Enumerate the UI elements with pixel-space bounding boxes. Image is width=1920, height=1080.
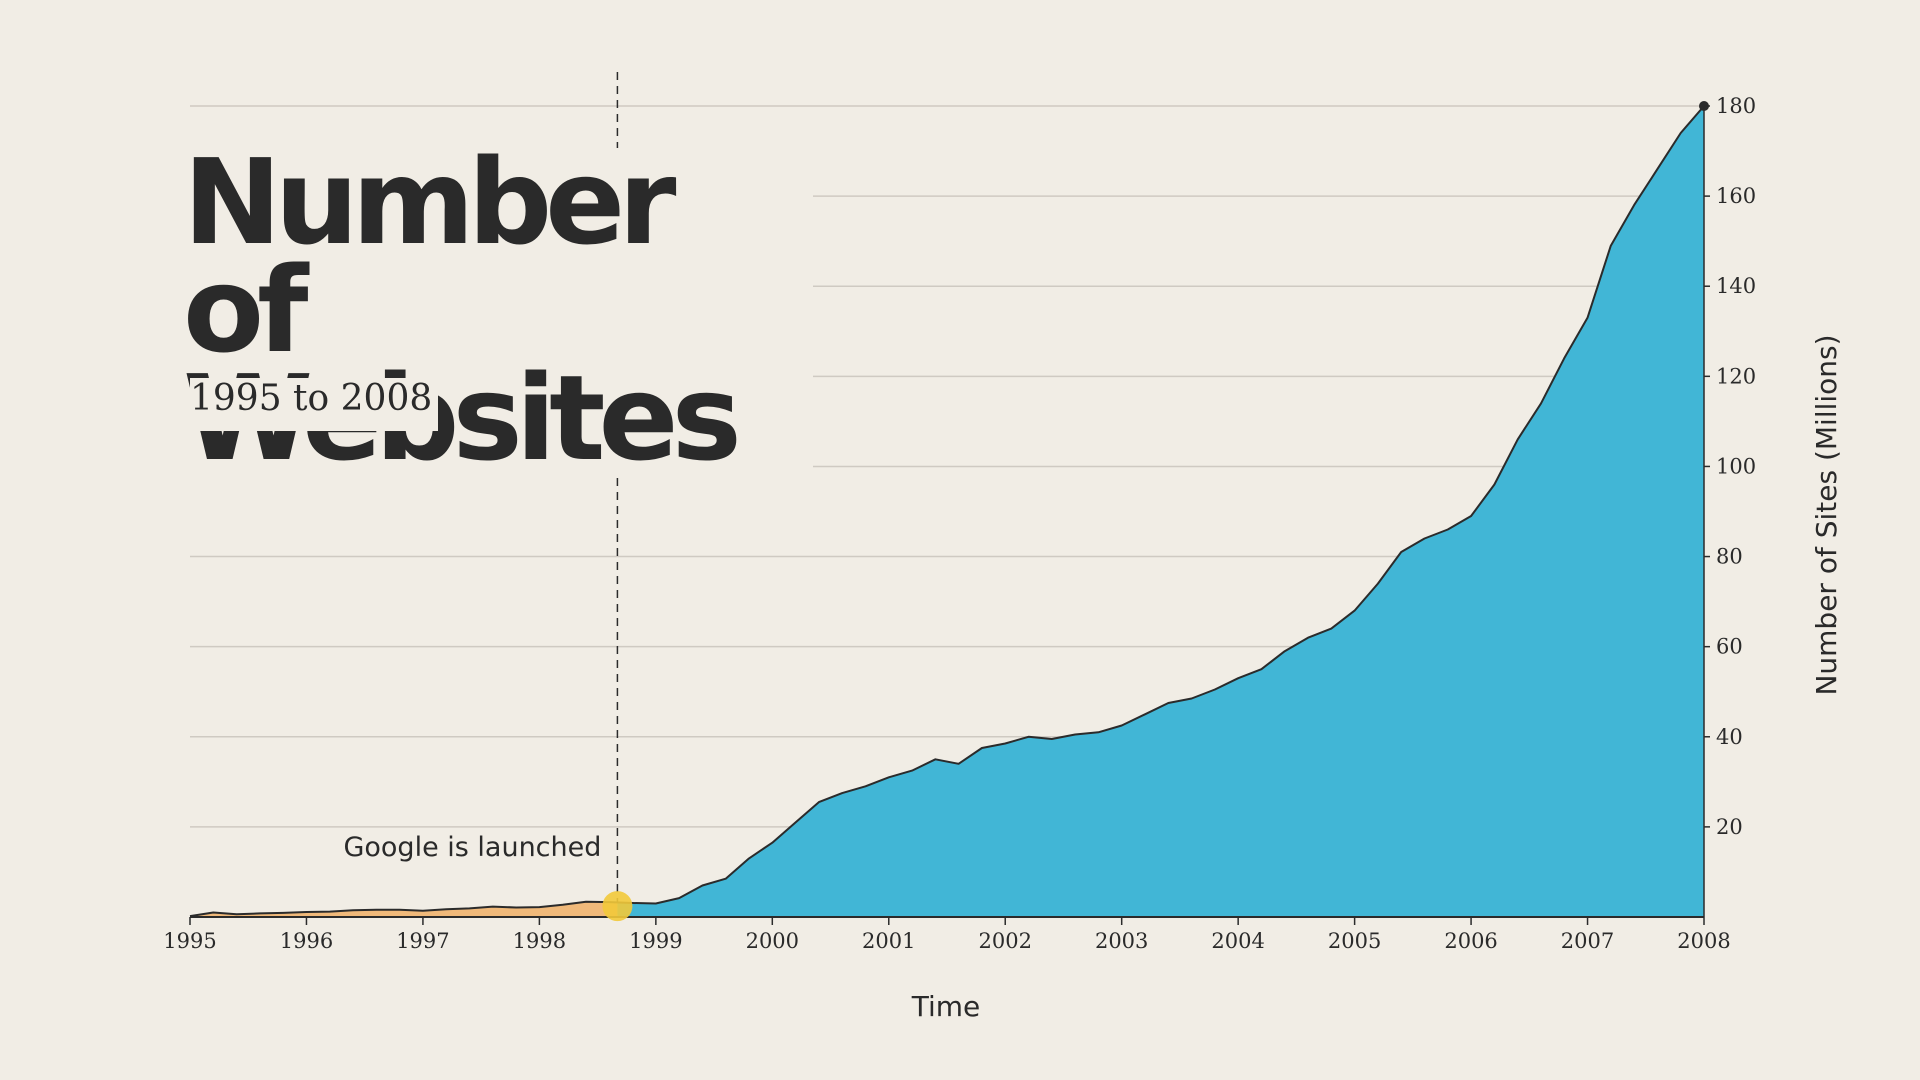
x-tick-label: 2002 <box>979 929 1032 953</box>
y-tick-label: 100 <box>1716 454 1756 478</box>
chart-subtitle: 1995 to 2008 <box>190 378 439 431</box>
x-tick-label: 1995 <box>163 929 216 953</box>
y-tick-label: 20 <box>1716 815 1743 839</box>
area-after-google <box>617 106 1704 917</box>
y-tick-label: 60 <box>1716 635 1743 659</box>
x-tick-label: 2007 <box>1561 929 1614 953</box>
annotation-layer: Google is launched <box>343 72 633 922</box>
y-tick-label: 80 <box>1716 545 1743 569</box>
y-axis-title: Number of Sites (Millions) <box>1810 334 1843 695</box>
y-tick-label: 180 <box>1716 94 1756 118</box>
x-tick-label: 2008 <box>1677 929 1730 953</box>
x-tick-label: 2003 <box>1095 929 1148 953</box>
y-tick-label: 120 <box>1716 364 1756 388</box>
x-tick-label: 1999 <box>629 929 682 953</box>
x-tick-label: 2001 <box>862 929 915 953</box>
google-launch-marker <box>602 891 633 922</box>
y-tick-label: 160 <box>1716 184 1756 208</box>
series-line <box>189 105 1705 918</box>
x-tick-label: 1996 <box>280 929 333 953</box>
y-tick-label: 140 <box>1716 274 1756 298</box>
x-tick-label: 2005 <box>1328 929 1381 953</box>
x-axis: 1995 1996 1997 1998 1999 2000 2001 2002 2003 2004… <box>163 916 1731 953</box>
x-axis-title: Time <box>911 990 981 1023</box>
x-tick-label: 1998 <box>513 929 566 953</box>
y-axis: 20 40 60 80 100 120 140 160 180 <box>1703 94 1756 917</box>
x-tick-label: 2006 <box>1444 929 1497 953</box>
x-tick-label: 2000 <box>746 929 799 953</box>
x-tick-label: 1997 <box>396 929 449 953</box>
y-tick-label: 40 <box>1716 725 1743 749</box>
x-tick-label: 2004 <box>1211 929 1264 953</box>
annotation-label: Google is launched <box>343 832 601 863</box>
